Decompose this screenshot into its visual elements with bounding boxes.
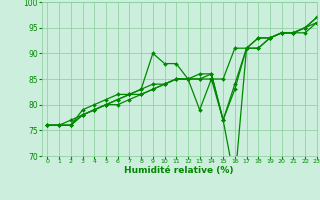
X-axis label: Humidité relative (%): Humidité relative (%) [124,166,234,175]
